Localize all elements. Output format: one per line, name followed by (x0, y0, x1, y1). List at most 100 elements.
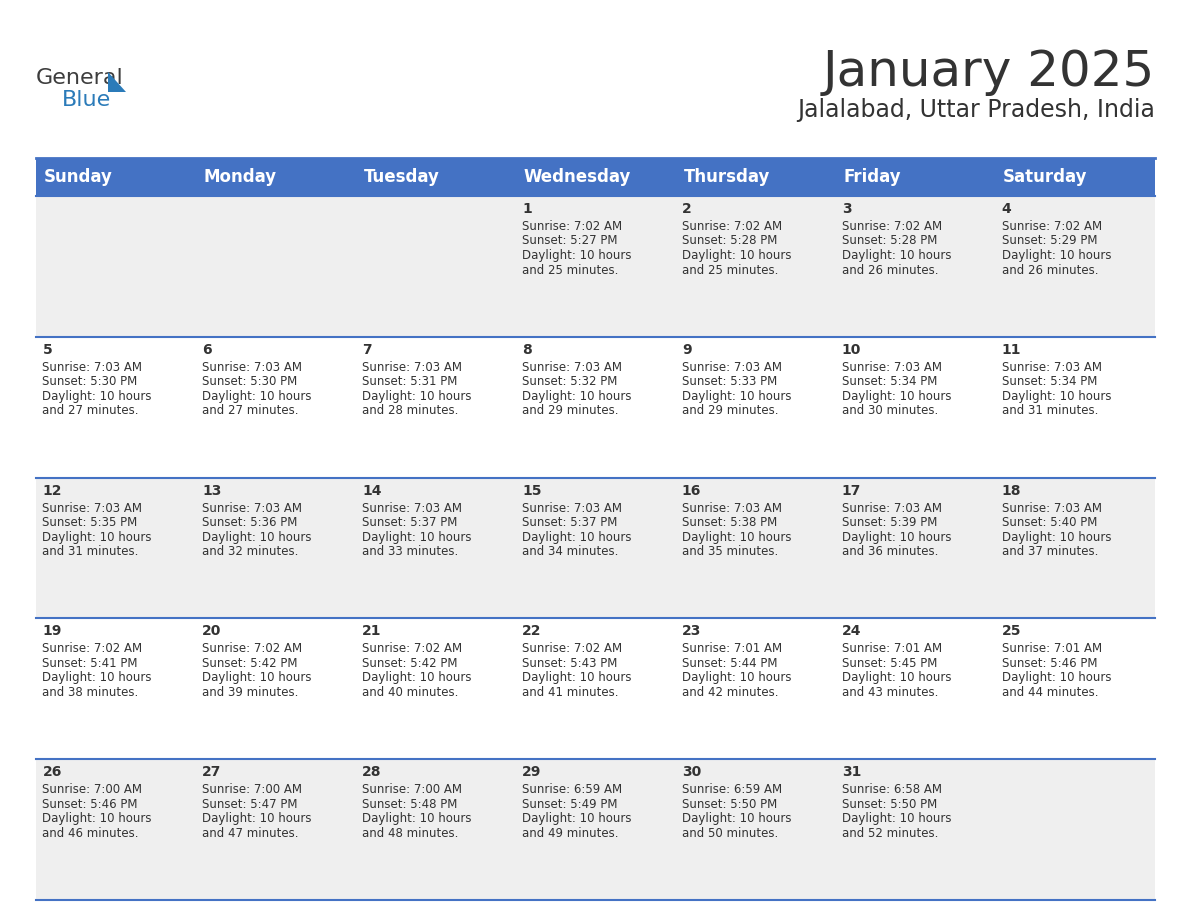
Text: 6: 6 (202, 342, 211, 357)
Text: Sunset: 5:43 PM: Sunset: 5:43 PM (522, 657, 618, 670)
Text: and 44 minutes.: and 44 minutes. (1001, 686, 1098, 699)
Text: and 39 minutes.: and 39 minutes. (202, 686, 298, 699)
Text: Sunset: 5:36 PM: Sunset: 5:36 PM (202, 516, 298, 529)
Text: Sunrise: 7:00 AM: Sunrise: 7:00 AM (362, 783, 462, 796)
Text: and 48 minutes.: and 48 minutes. (362, 827, 459, 840)
Text: Sunset: 5:48 PM: Sunset: 5:48 PM (362, 798, 457, 811)
Text: Daylight: 10 hours: Daylight: 10 hours (43, 390, 152, 403)
Text: Daylight: 10 hours: Daylight: 10 hours (522, 249, 632, 262)
Text: 8: 8 (522, 342, 532, 357)
Text: Sunset: 5:39 PM: Sunset: 5:39 PM (841, 516, 937, 529)
Text: Daylight: 10 hours: Daylight: 10 hours (202, 390, 311, 403)
Text: and 46 minutes.: and 46 minutes. (43, 827, 139, 840)
Text: Blue: Blue (62, 90, 112, 110)
Text: 15: 15 (522, 484, 542, 498)
Bar (196, 158, 355, 196)
Text: Daylight: 10 hours: Daylight: 10 hours (202, 671, 311, 685)
Text: 23: 23 (682, 624, 701, 638)
Bar (835, 158, 996, 196)
Text: 7: 7 (362, 342, 372, 357)
Text: and 34 minutes.: and 34 minutes. (522, 545, 618, 558)
Text: Daylight: 10 hours: Daylight: 10 hours (841, 812, 952, 825)
Text: and 26 minutes.: and 26 minutes. (1001, 263, 1098, 276)
Text: and 36 minutes.: and 36 minutes. (841, 545, 939, 558)
Bar (36, 158, 196, 196)
Text: Sunrise: 7:01 AM: Sunrise: 7:01 AM (841, 643, 942, 655)
Text: Sunrise: 7:02 AM: Sunrise: 7:02 AM (682, 220, 782, 233)
Text: Sunset: 5:35 PM: Sunset: 5:35 PM (43, 516, 138, 529)
Text: Sunrise: 7:03 AM: Sunrise: 7:03 AM (682, 501, 782, 515)
Text: Sunset: 5:50 PM: Sunset: 5:50 PM (841, 798, 937, 811)
Text: and 49 minutes.: and 49 minutes. (522, 827, 619, 840)
Text: Sunset: 5:27 PM: Sunset: 5:27 PM (522, 234, 618, 248)
Text: and 32 minutes.: and 32 minutes. (202, 545, 298, 558)
Text: Daylight: 10 hours: Daylight: 10 hours (1001, 249, 1111, 262)
Text: 10: 10 (841, 342, 861, 357)
Text: Sunset: 5:30 PM: Sunset: 5:30 PM (43, 375, 138, 388)
Text: Sunrise: 7:02 AM: Sunrise: 7:02 AM (522, 643, 623, 655)
Text: and 38 minutes.: and 38 minutes. (43, 686, 139, 699)
Text: 4: 4 (1001, 202, 1011, 216)
Text: and 29 minutes.: and 29 minutes. (522, 404, 619, 418)
Text: Sunset: 5:49 PM: Sunset: 5:49 PM (522, 798, 618, 811)
Text: Daylight: 10 hours: Daylight: 10 hours (682, 671, 791, 685)
Text: and 30 minutes.: and 30 minutes. (841, 404, 939, 418)
Text: Sunrise: 7:02 AM: Sunrise: 7:02 AM (43, 643, 143, 655)
Text: Sunset: 5:40 PM: Sunset: 5:40 PM (1001, 516, 1097, 529)
Text: Wednesday: Wednesday (524, 168, 631, 186)
Text: 5: 5 (43, 342, 52, 357)
Text: and 37 minutes.: and 37 minutes. (1001, 545, 1098, 558)
Text: Daylight: 10 hours: Daylight: 10 hours (522, 671, 632, 685)
Text: 22: 22 (522, 624, 542, 638)
Text: Sunset: 5:31 PM: Sunset: 5:31 PM (362, 375, 457, 388)
Text: 29: 29 (522, 766, 542, 779)
Text: and 31 minutes.: and 31 minutes. (1001, 404, 1098, 418)
Text: and 25 minutes.: and 25 minutes. (682, 263, 778, 276)
Text: and 47 minutes.: and 47 minutes. (202, 827, 298, 840)
Text: Sunrise: 7:03 AM: Sunrise: 7:03 AM (682, 361, 782, 374)
Text: 28: 28 (362, 766, 381, 779)
Text: and 35 minutes.: and 35 minutes. (682, 545, 778, 558)
Text: and 27 minutes.: and 27 minutes. (43, 404, 139, 418)
Text: 11: 11 (1001, 342, 1020, 357)
Bar (36, 759, 1155, 900)
Text: 16: 16 (682, 484, 701, 498)
Text: Sunrise: 7:03 AM: Sunrise: 7:03 AM (202, 361, 302, 374)
Text: Sunset: 5:30 PM: Sunset: 5:30 PM (202, 375, 297, 388)
Text: and 43 minutes.: and 43 minutes. (841, 686, 939, 699)
Text: and 28 minutes.: and 28 minutes. (362, 404, 459, 418)
Bar (36, 619, 1155, 759)
Text: Sunrise: 6:58 AM: Sunrise: 6:58 AM (841, 783, 942, 796)
Text: Sunrise: 7:03 AM: Sunrise: 7:03 AM (841, 361, 942, 374)
Text: Sunset: 5:50 PM: Sunset: 5:50 PM (682, 798, 777, 811)
Text: 27: 27 (202, 766, 222, 779)
Bar (36, 337, 1155, 477)
Text: 20: 20 (202, 624, 222, 638)
Text: Daylight: 10 hours: Daylight: 10 hours (841, 390, 952, 403)
Text: and 26 minutes.: and 26 minutes. (841, 263, 939, 276)
Bar (36, 196, 1155, 337)
Text: Sunset: 5:42 PM: Sunset: 5:42 PM (202, 657, 298, 670)
Text: 3: 3 (841, 202, 852, 216)
Text: Sunset: 5:34 PM: Sunset: 5:34 PM (1001, 375, 1097, 388)
Bar (355, 158, 516, 196)
Text: 19: 19 (43, 624, 62, 638)
Text: Sunset: 5:44 PM: Sunset: 5:44 PM (682, 657, 777, 670)
Text: Daylight: 10 hours: Daylight: 10 hours (202, 531, 311, 543)
Text: Daylight: 10 hours: Daylight: 10 hours (43, 671, 152, 685)
Text: 13: 13 (202, 484, 222, 498)
Text: Daylight: 10 hours: Daylight: 10 hours (841, 531, 952, 543)
Text: and 50 minutes.: and 50 minutes. (682, 827, 778, 840)
Text: Daylight: 10 hours: Daylight: 10 hours (682, 390, 791, 403)
Text: Daylight: 10 hours: Daylight: 10 hours (202, 812, 311, 825)
Text: 12: 12 (43, 484, 62, 498)
Text: Daylight: 10 hours: Daylight: 10 hours (43, 812, 152, 825)
Text: Monday: Monday (204, 168, 277, 186)
Text: Daylight: 10 hours: Daylight: 10 hours (362, 812, 472, 825)
Text: and 52 minutes.: and 52 minutes. (841, 827, 939, 840)
Text: Sunset: 5:28 PM: Sunset: 5:28 PM (682, 234, 777, 248)
Bar (516, 158, 676, 196)
Text: 17: 17 (841, 484, 861, 498)
Text: Sunrise: 7:03 AM: Sunrise: 7:03 AM (522, 501, 623, 515)
Text: Daylight: 10 hours: Daylight: 10 hours (362, 531, 472, 543)
